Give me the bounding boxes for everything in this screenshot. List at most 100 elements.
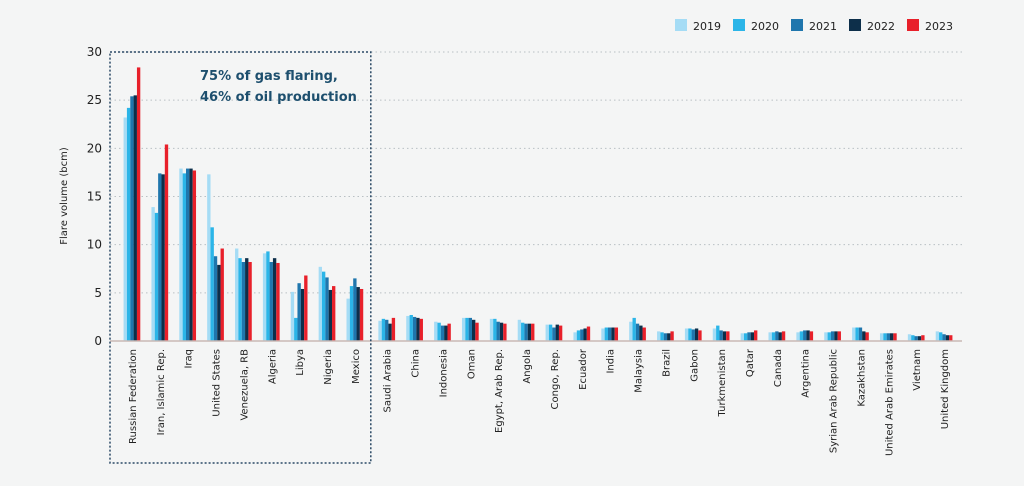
- bar-2019: [179, 168, 183, 341]
- bar-2020: [883, 333, 887, 341]
- bar-2021: [130, 96, 134, 342]
- category-label: Brazil: [661, 349, 672, 377]
- y-tick-label: 25: [87, 93, 102, 107]
- y-tick-label: 0: [94, 334, 102, 348]
- category-label: Egypt, Arab Rep.: [494, 349, 505, 433]
- category-label: Congo, Rep.: [550, 349, 561, 409]
- bar-2020: [771, 332, 776, 341]
- bar-2020: [911, 335, 915, 341]
- category-label: Mexico: [351, 349, 362, 384]
- bar-2022: [527, 323, 532, 341]
- bar-2022: [245, 258, 249, 341]
- bar-2020: [154, 212, 159, 341]
- category-label: Gabon: [689, 349, 700, 382]
- bar-2023: [586, 326, 591, 341]
- bar-2023: [447, 323, 451, 341]
- bar-2021: [185, 168, 190, 341]
- bar-2019: [378, 320, 382, 341]
- bar-2019: [434, 321, 438, 341]
- bar-2022: [722, 331, 727, 341]
- bar-2021: [914, 336, 918, 341]
- bar-2019: [346, 298, 350, 341]
- category-label: Libya: [295, 349, 306, 376]
- bar-2023: [754, 330, 758, 341]
- bar-2021: [747, 332, 751, 341]
- bar-2019: [406, 315, 410, 341]
- bar-2021: [691, 329, 695, 341]
- category-label: Saudi Arabia: [383, 349, 394, 412]
- bar-2023: [419, 318, 423, 341]
- bar-2019: [684, 328, 689, 341]
- bar-2019: [852, 327, 856, 341]
- category-label: Iraq: [184, 349, 195, 369]
- annotation-line-2: 46% of oil production: [200, 90, 357, 105]
- bar-2020: [827, 332, 831, 341]
- bar-2021: [269, 262, 273, 341]
- bar-2020: [349, 286, 354, 341]
- bar-2023: [698, 330, 702, 341]
- bar-2019: [601, 328, 605, 341]
- bar-2023: [809, 331, 814, 341]
- bar-2019: [629, 321, 633, 341]
- bar-2020: [855, 327, 859, 341]
- bar-2021: [607, 327, 612, 341]
- bar-2022: [189, 168, 193, 341]
- category-label: Canada: [773, 349, 784, 387]
- bar-2023: [670, 331, 674, 341]
- bar-2023: [921, 335, 925, 341]
- bar-2023: [248, 262, 252, 341]
- bar-2020: [182, 173, 186, 341]
- bar-2019: [151, 207, 155, 341]
- bar-2020: [632, 317, 636, 341]
- bar-2019: [517, 319, 522, 341]
- bar-2019: [235, 248, 239, 341]
- category-label: Syrian Arab Republic: [829, 349, 840, 453]
- category-label: Kazakhstan: [856, 349, 867, 407]
- bar-2022: [472, 319, 476, 341]
- bar-2023: [726, 331, 730, 341]
- y-tick-label: 20: [87, 141, 102, 155]
- bar-2021: [886, 333, 891, 341]
- bar-2022: [444, 325, 448, 341]
- bar-2022: [416, 317, 420, 341]
- category-label: Qatar: [745, 348, 756, 377]
- category-label: Nigeria: [323, 349, 334, 385]
- bar-2021: [158, 173, 162, 341]
- bar-2020: [210, 227, 214, 341]
- bar-2021: [635, 323, 640, 341]
- bar-2022: [945, 335, 950, 341]
- bar-2019: [712, 328, 717, 341]
- bar-2023: [136, 67, 141, 341]
- bar-2023: [558, 325, 563, 341]
- bar-2023: [503, 323, 507, 341]
- category-labels: Russian Federation Iran, Islamic Rep. Iraq…: [128, 348, 951, 456]
- bar-2021: [468, 317, 473, 341]
- bar-2023: [781, 331, 786, 341]
- bar-2022: [917, 336, 922, 341]
- category-label: India: [606, 349, 617, 374]
- bar-2022: [328, 289, 333, 341]
- bar-2020: [437, 322, 441, 341]
- bar-2020: [604, 327, 608, 341]
- bar-2020: [381, 318, 386, 341]
- bar-2020: [126, 107, 131, 341]
- bar-2022: [555, 324, 559, 341]
- bar-2021: [440, 325, 445, 341]
- legend-label: 2023: [925, 20, 953, 33]
- annotation-line-1: 75% of gas flaring,: [200, 69, 338, 84]
- bar-2020: [465, 317, 469, 341]
- y-tick-label: 30: [87, 45, 102, 59]
- bar-2020: [409, 314, 413, 341]
- bar-2023: [164, 144, 169, 341]
- bar-2021: [775, 331, 779, 341]
- bar-2020: [688, 328, 692, 341]
- bar-2020: [799, 331, 804, 341]
- bar-2022: [750, 332, 755, 341]
- category-label: Turkmenistan: [717, 349, 728, 417]
- category-label: United Arab Emirates: [884, 349, 895, 456]
- category-label: Indonesia: [438, 349, 449, 397]
- category-label: Malaysia: [634, 349, 645, 393]
- bar-2019: [740, 333, 744, 341]
- legend-swatch-2019: [675, 19, 687, 31]
